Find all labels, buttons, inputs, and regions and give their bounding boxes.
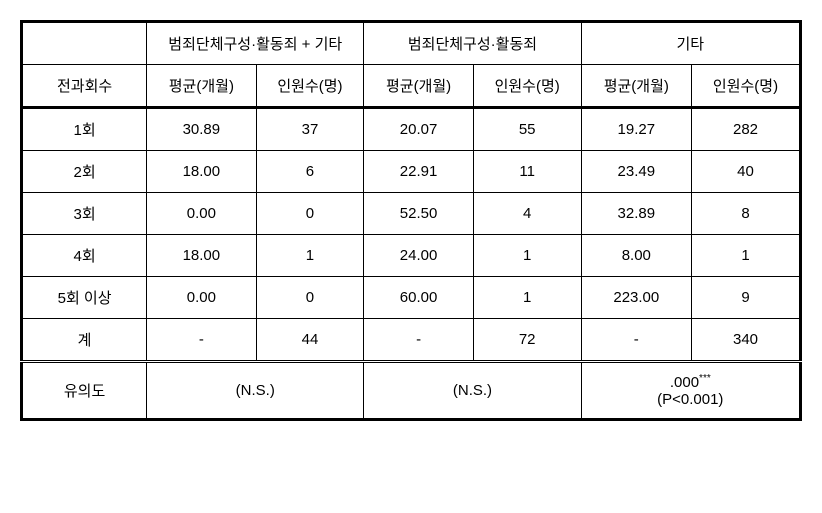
cell-avg: 0.00 xyxy=(147,193,256,235)
table-row: 5회 이상 0.00 0 60.00 1 223.00 9 xyxy=(22,277,801,319)
cell-cnt: 72 xyxy=(473,319,581,362)
table-row: 4회 18.00 1 24.00 1 8.00 1 xyxy=(22,235,801,277)
row-label: 5회 이상 xyxy=(22,277,147,319)
cell-avg: - xyxy=(364,319,473,362)
sig-g3-val: .000 xyxy=(670,374,699,391)
header-group3: 기타 xyxy=(581,22,800,65)
cell-cnt: 6 xyxy=(256,151,364,193)
sig-g1: (N.S.) xyxy=(147,362,364,420)
sig-label: 유의도 xyxy=(22,362,147,420)
row-label: 2회 xyxy=(22,151,147,193)
cell-avg: 0.00 xyxy=(147,277,256,319)
cell-cnt: 11 xyxy=(473,151,581,193)
cell-cnt: 340 xyxy=(692,319,801,362)
sig-g3-stars: *** xyxy=(699,373,711,384)
row-label: 1회 xyxy=(22,108,147,151)
stats-table: 범죄단체구성·활동죄 + 기타 범죄단체구성·활동죄 기타 전과회수 평균(개월… xyxy=(20,20,802,421)
sig-g3-p: (P<0.001) xyxy=(657,391,723,408)
sig-g2: (N.S.) xyxy=(364,362,581,420)
cell-cnt: 1 xyxy=(256,235,364,277)
cell-avg: 24.00 xyxy=(364,235,473,277)
header-empty xyxy=(22,22,147,65)
cell-avg: 23.49 xyxy=(581,151,691,193)
header-group2: 범죄단체구성·활동죄 xyxy=(364,22,581,65)
table-row-significance: 유의도 (N.S.) (N.S.) .000*** (P<0.001) xyxy=(22,362,801,420)
cell-avg: 18.00 xyxy=(147,235,256,277)
header-avg-3: 평균(개월) xyxy=(581,65,691,108)
table-row: 1회 30.89 37 20.07 55 19.27 282 xyxy=(22,108,801,151)
cell-avg: 8.00 xyxy=(581,235,691,277)
cell-avg: 52.50 xyxy=(364,193,473,235)
table-row: 2회 18.00 6 22.91 11 23.49 40 xyxy=(22,151,801,193)
row-label: 계 xyxy=(22,319,147,362)
table-row: 3회 0.00 0 52.50 4 32.89 8 xyxy=(22,193,801,235)
cell-cnt: 8 xyxy=(692,193,801,235)
cell-cnt: 9 xyxy=(692,277,801,319)
cell-cnt: 4 xyxy=(473,193,581,235)
cell-avg: 30.89 xyxy=(147,108,256,151)
header-avg-1: 평균(개월) xyxy=(147,65,256,108)
cell-cnt: 282 xyxy=(692,108,801,151)
header-cnt-1: 인원수(명) xyxy=(256,65,364,108)
cell-avg: - xyxy=(581,319,691,362)
row-label: 4회 xyxy=(22,235,147,277)
cell-avg: 22.91 xyxy=(364,151,473,193)
header-group1: 범죄단체구성·활동죄 + 기타 xyxy=(147,22,364,65)
row-label: 3회 xyxy=(22,193,147,235)
cell-avg: 20.07 xyxy=(364,108,473,151)
header-rowlabel: 전과회수 xyxy=(22,65,147,108)
cell-avg: 60.00 xyxy=(364,277,473,319)
cell-avg: 18.00 xyxy=(147,151,256,193)
cell-cnt: 0 xyxy=(256,277,364,319)
cell-cnt: 44 xyxy=(256,319,364,362)
cell-cnt: 1 xyxy=(473,277,581,319)
cell-cnt: 55 xyxy=(473,108,581,151)
sig-g3: .000*** (P<0.001) xyxy=(581,362,800,420)
cell-cnt: 40 xyxy=(692,151,801,193)
cell-avg: 32.89 xyxy=(581,193,691,235)
cell-cnt: 0 xyxy=(256,193,364,235)
cell-avg: 19.27 xyxy=(581,108,691,151)
table-row-total: 계 - 44 - 72 - 340 xyxy=(22,319,801,362)
header-cnt-2: 인원수(명) xyxy=(473,65,581,108)
cell-cnt: 37 xyxy=(256,108,364,151)
cell-cnt: 1 xyxy=(692,235,801,277)
cell-cnt: 1 xyxy=(473,235,581,277)
cell-avg: 223.00 xyxy=(581,277,691,319)
header-avg-2: 평균(개월) xyxy=(364,65,473,108)
header-cnt-3: 인원수(명) xyxy=(692,65,801,108)
cell-avg: - xyxy=(147,319,256,362)
